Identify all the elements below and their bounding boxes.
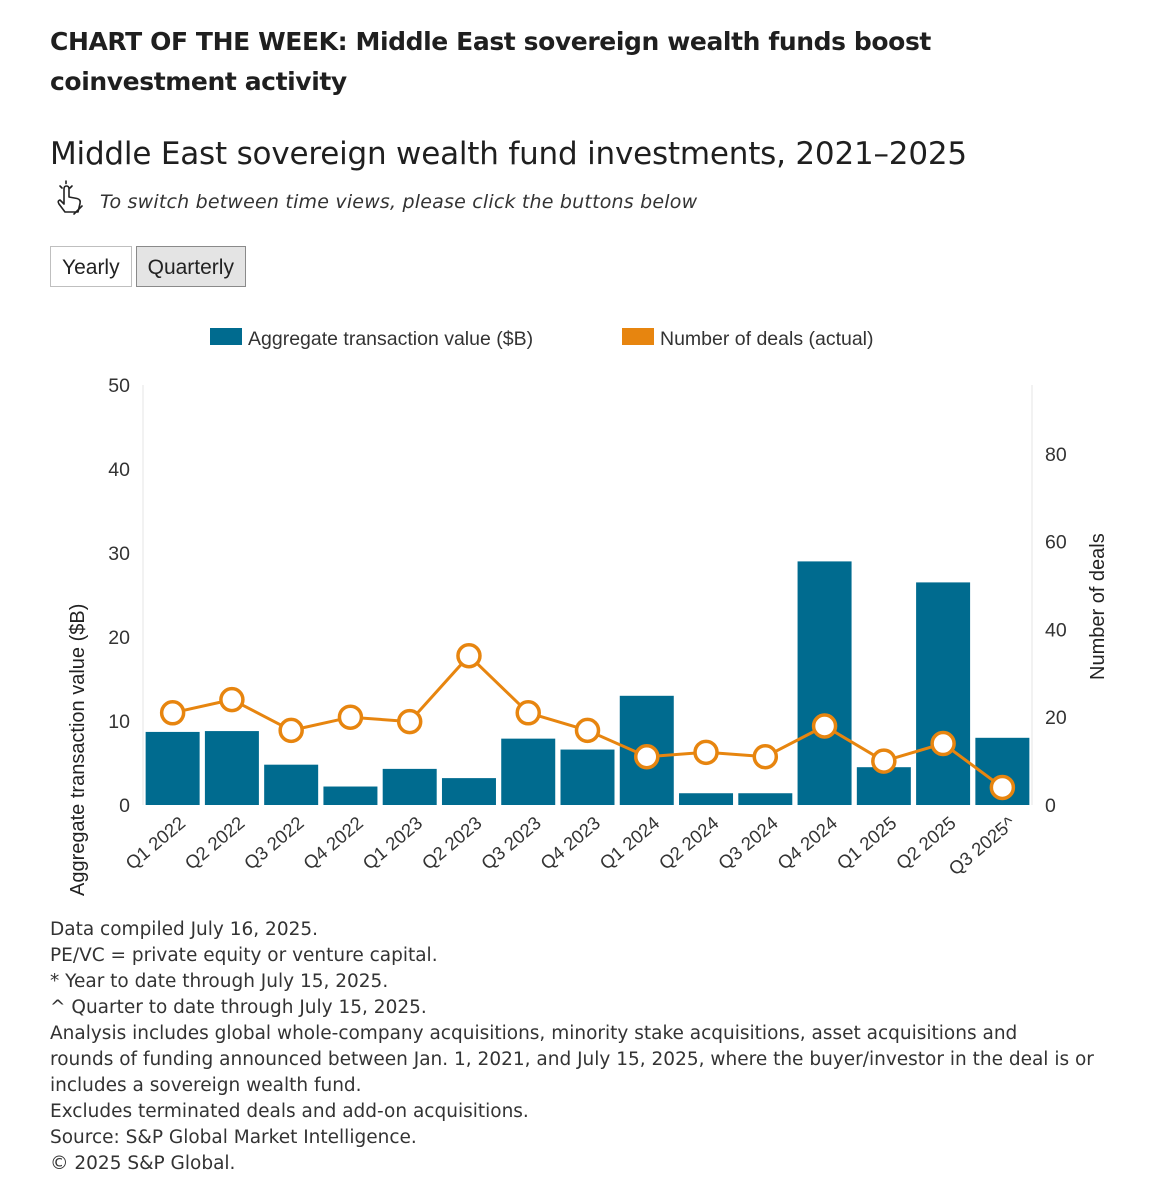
deal-point[interactable] [634, 743, 660, 770]
x-tick-label: Q1 2024 [595, 812, 663, 874]
left-tick-label: 50 [108, 375, 130, 397]
bar[interactable] [382, 768, 437, 805]
right-tick-label: 0 [1045, 795, 1056, 817]
legend-swatch-bars [210, 328, 242, 345]
left-tick-label: 20 [108, 627, 130, 649]
bar[interactable] [916, 582, 971, 805]
chart-title: Middle East sovereign wealth fund invest… [50, 136, 967, 172]
deal-point[interactable] [871, 748, 897, 774]
deal-point[interactable] [159, 700, 186, 726]
left-tick-label: 30 [108, 543, 130, 565]
footnote-line: Excludes terminated deals and add-on acq… [50, 1101, 529, 1122]
footnote-line: rounds of funding announced between Jan.… [50, 1049, 1094, 1070]
deal-point[interactable] [396, 708, 423, 735]
right-tick-label: 60 [1045, 532, 1067, 554]
x-tick-label: Q3 2022 [240, 812, 308, 874]
x-tick-label: Q4 2022 [299, 812, 367, 874]
deal-point[interactable] [337, 704, 364, 730]
chart: Aggregate transaction value ($B) Number … [67, 328, 1109, 896]
instruction: To switch between time views, please cli… [50, 180, 698, 224]
bar[interactable] [797, 561, 852, 805]
right-axis-ticks: 0 20 40 60 80 [1045, 444, 1067, 817]
bar[interactable] [560, 749, 615, 805]
x-tick-label: Q1 2023 [358, 812, 426, 874]
footnote-line: Analysis includes global whole-company a… [50, 1023, 1018, 1044]
deal-point[interactable] [574, 717, 601, 744]
x-tick-label: Q2 2023 [418, 812, 486, 874]
left-axis-ticks: 0 10 20 30 40 50 [108, 375, 130, 817]
bar[interactable] [323, 786, 378, 805]
quarterly-button[interactable]: Quarterly [135, 246, 246, 287]
x-tick-label: Q3 2025^ [944, 812, 1019, 879]
footnotes: Data compiled July 16, 2025. PE/VC = pri… [50, 917, 1130, 1177]
deal-point[interactable] [219, 686, 245, 713]
bar[interactable] [679, 793, 734, 805]
right-tick-label: 80 [1045, 444, 1067, 466]
deal-markers [159, 642, 1016, 801]
x-tick-label: Q1 2025 [833, 812, 901, 874]
bar[interactable] [441, 778, 496, 805]
x-tick-label: Q1 2022 [121, 812, 189, 874]
legend-swatch-line [622, 328, 654, 345]
footnote-line: Source: S&P Global Market Intelligence. [50, 1127, 417, 1148]
x-tick-label: Q2 2024 [655, 812, 723, 874]
left-tick-label: 0 [119, 795, 130, 817]
deal-point[interactable] [693, 739, 719, 766]
deal-point[interactable] [456, 642, 482, 669]
deal-point[interactable] [278, 717, 304, 744]
instruction-text: To switch between time views, please cli… [100, 191, 698, 213]
footnote-line: © 2025 S&P Global. [50, 1153, 236, 1174]
legend: Aggregate transaction value ($B) Number … [210, 328, 874, 350]
footnote-line: ^ Quarter to date through July 15, 2025. [50, 997, 427, 1018]
deal-point[interactable] [752, 743, 779, 770]
footnote-line: PE/VC = private equity or venture capita… [50, 945, 438, 966]
deal-point[interactable] [811, 713, 838, 739]
footnote-line: includes a sovereign wealth fund. [50, 1075, 362, 1096]
x-tick-label: Q3 2023 [477, 812, 545, 874]
bars [145, 561, 1030, 805]
deal-point[interactable] [930, 730, 956, 757]
x-tick-label: Q2 2022 [181, 812, 249, 874]
footnote-line: * Year to date through July 15, 2025. [50, 971, 389, 992]
legend-label-bars: Aggregate transaction value ($B) [248, 328, 533, 350]
right-tick-label: 40 [1045, 619, 1067, 641]
bar[interactable] [145, 731, 200, 805]
deal-point[interactable] [515, 700, 541, 726]
bar[interactable] [264, 764, 319, 805]
bar[interactable] [738, 793, 793, 805]
x-tick-label: Q4 2023 [536, 812, 604, 874]
left-tick-label: 10 [108, 711, 130, 733]
legend-label-line: Number of deals (actual) [660, 328, 874, 350]
bar[interactable] [501, 738, 556, 805]
left-tick-label: 40 [108, 459, 130, 481]
yearly-button[interactable]: Yearly [50, 246, 132, 287]
footnote-line: Data compiled July 16, 2025. [50, 919, 319, 940]
gridlines [142, 385, 1033, 805]
headline: CHART OF THE WEEK: Middle East sovereign… [50, 27, 931, 96]
view-toggle: Yearly Quarterly [50, 246, 246, 287]
x-tick-label: Q4 2024 [773, 812, 841, 874]
left-axis-title: Aggregate transaction value ($B) [67, 604, 89, 896]
bar[interactable] [204, 731, 259, 805]
right-axis-title: Number of deals [1087, 533, 1109, 680]
deal-point[interactable] [989, 774, 1016, 801]
right-tick-label: 20 [1045, 707, 1067, 729]
hand-pointer-icon [50, 180, 90, 224]
x-tick-label: Q3 2024 [714, 812, 782, 874]
